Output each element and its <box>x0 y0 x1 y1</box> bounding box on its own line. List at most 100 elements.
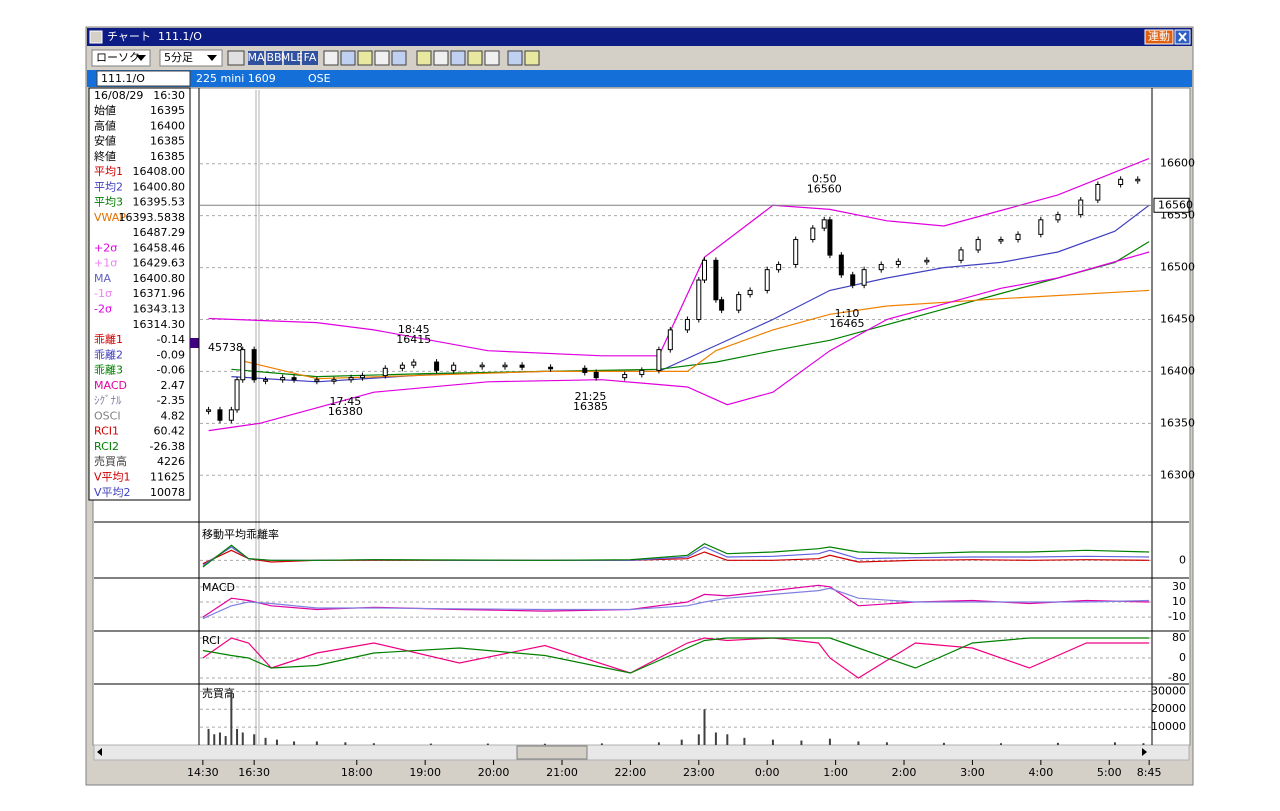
scroll-thumb[interactable] <box>516 745 588 760</box>
tool-icon[interactable] <box>467 50 483 66</box>
interval-select[interactable] <box>159 49 223 67</box>
info-panel <box>88 87 191 501</box>
symbol-box[interactable] <box>96 70 191 87</box>
symbol[interactable]: 111.1/O <box>101 72 145 85</box>
candle <box>291 377 297 381</box>
scroll-left[interactable] <box>97 748 102 756</box>
tool-icon[interactable] <box>433 50 449 66</box>
info-value: 16487.29 <box>133 226 186 239</box>
tool-icon[interactable] <box>374 50 390 66</box>
annotation-time: 0:50 <box>812 172 837 185</box>
candle <box>1015 233 1021 241</box>
chart-style-select[interactable] <box>91 49 151 67</box>
candle <box>861 269 867 286</box>
series-line <box>202 543 1150 568</box>
tool-icon[interactable] <box>507 50 523 66</box>
tool-icon[interactable] <box>227 50 245 66</box>
contract: 225 mini 1609 <box>196 72 276 85</box>
info-label: OSCI <box>94 409 121 422</box>
volume-bar <box>486 743 489 745</box>
candle <box>684 319 690 331</box>
interval[interactable]: 5分足 <box>164 51 193 64</box>
link-button-label[interactable]: 連動 <box>1148 29 1170 43</box>
volume-bar <box>236 728 239 745</box>
scrollbar[interactable] <box>93 744 1190 761</box>
y-tick-label: 80 <box>1172 631 1186 644</box>
info-label: 安値 <box>94 135 116 148</box>
info-label: 平均3 <box>94 195 123 209</box>
y-tick-label: 16450 <box>1160 313 1195 326</box>
x-tick-label: 19:00 <box>409 766 441 779</box>
info-label: V平均2 <box>94 485 131 499</box>
info-label: MA <box>94 272 111 285</box>
tool-icon-label[interactable]: MA <box>247 51 264 64</box>
candle <box>895 260 901 265</box>
candle <box>713 259 719 301</box>
tool-icon[interactable] <box>340 50 356 66</box>
info-label: +1σ <box>94 257 117 270</box>
candle <box>548 366 554 370</box>
candle <box>1055 214 1061 221</box>
candle <box>234 379 240 411</box>
volume-bar <box>241 732 244 745</box>
link-button[interactable] <box>1144 29 1174 45</box>
candle <box>827 219 833 256</box>
x-tick-label: 23:00 <box>683 766 715 779</box>
candle <box>1095 184 1101 201</box>
series-line <box>202 637 1150 674</box>
y-tick-label: 0 <box>1179 651 1186 664</box>
x-tick-label: 22:00 <box>615 766 647 779</box>
volume-bar <box>543 743 546 745</box>
tool-icon-label[interactable]: MLE <box>281 51 304 64</box>
candle <box>1078 199 1084 216</box>
chart-style[interactable]: ローソク <box>96 51 140 64</box>
x-tick-label: 8:45 <box>1137 766 1162 779</box>
dropdown-arrow[interactable] <box>207 55 217 61</box>
tool-icon[interactable] <box>391 50 407 66</box>
candle <box>263 379 269 382</box>
tool-icon-label[interactable]: FA <box>304 51 317 64</box>
tool-icon-label[interactable]: BB <box>266 51 281 64</box>
tool-icon[interactable] <box>357 50 373 66</box>
info-value: -0.06 <box>157 364 185 377</box>
toolbar-icons: MA BB MLE FA <box>227 50 540 66</box>
info-value: -2.35 <box>157 394 185 407</box>
panel-title: 移動平均乖離率 <box>202 527 279 541</box>
info-value: 16314.30 <box>133 318 186 331</box>
info-label: +2σ <box>94 241 117 254</box>
y-tick-label: 20000 <box>1151 702 1186 715</box>
tool-icon[interactable] <box>266 51 282 65</box>
candle <box>399 364 405 369</box>
tool-icon[interactable] <box>484 50 500 66</box>
annotation-time: 17:45 <box>330 395 362 408</box>
tool-icon[interactable] <box>284 51 300 65</box>
candle <box>958 249 964 261</box>
x-tick-label: 3:00 <box>960 766 985 779</box>
info-label: 乖離1 <box>94 332 123 346</box>
chart-area <box>92 87 1191 746</box>
x-tick-label: 0:00 <box>755 766 780 779</box>
info-label: RCI1 <box>94 425 119 438</box>
tool-icon[interactable] <box>416 50 432 66</box>
candle <box>593 371 599 379</box>
volume-bar <box>703 709 706 745</box>
candle <box>656 349 662 371</box>
tool-icon[interactable] <box>302 51 318 65</box>
tool-icon[interactable] <box>323 50 339 66</box>
series-line <box>202 549 1150 565</box>
panel-title: RCI <box>202 634 220 647</box>
y-tick-label: 30000 <box>1151 684 1186 697</box>
scroll-right[interactable] <box>1142 748 1147 756</box>
dropdown-arrow[interactable] <box>136 55 146 61</box>
volume-bar <box>218 732 221 745</box>
close-icon[interactable] <box>1178 32 1187 42</box>
tool-icon[interactable] <box>248 51 264 65</box>
candle <box>764 269 770 291</box>
volume-bar <box>224 736 227 745</box>
tool-icon[interactable] <box>450 50 466 66</box>
candle <box>736 294 742 311</box>
volume-bar <box>726 734 729 745</box>
tool-icon[interactable] <box>524 50 540 66</box>
candle <box>838 254 844 276</box>
